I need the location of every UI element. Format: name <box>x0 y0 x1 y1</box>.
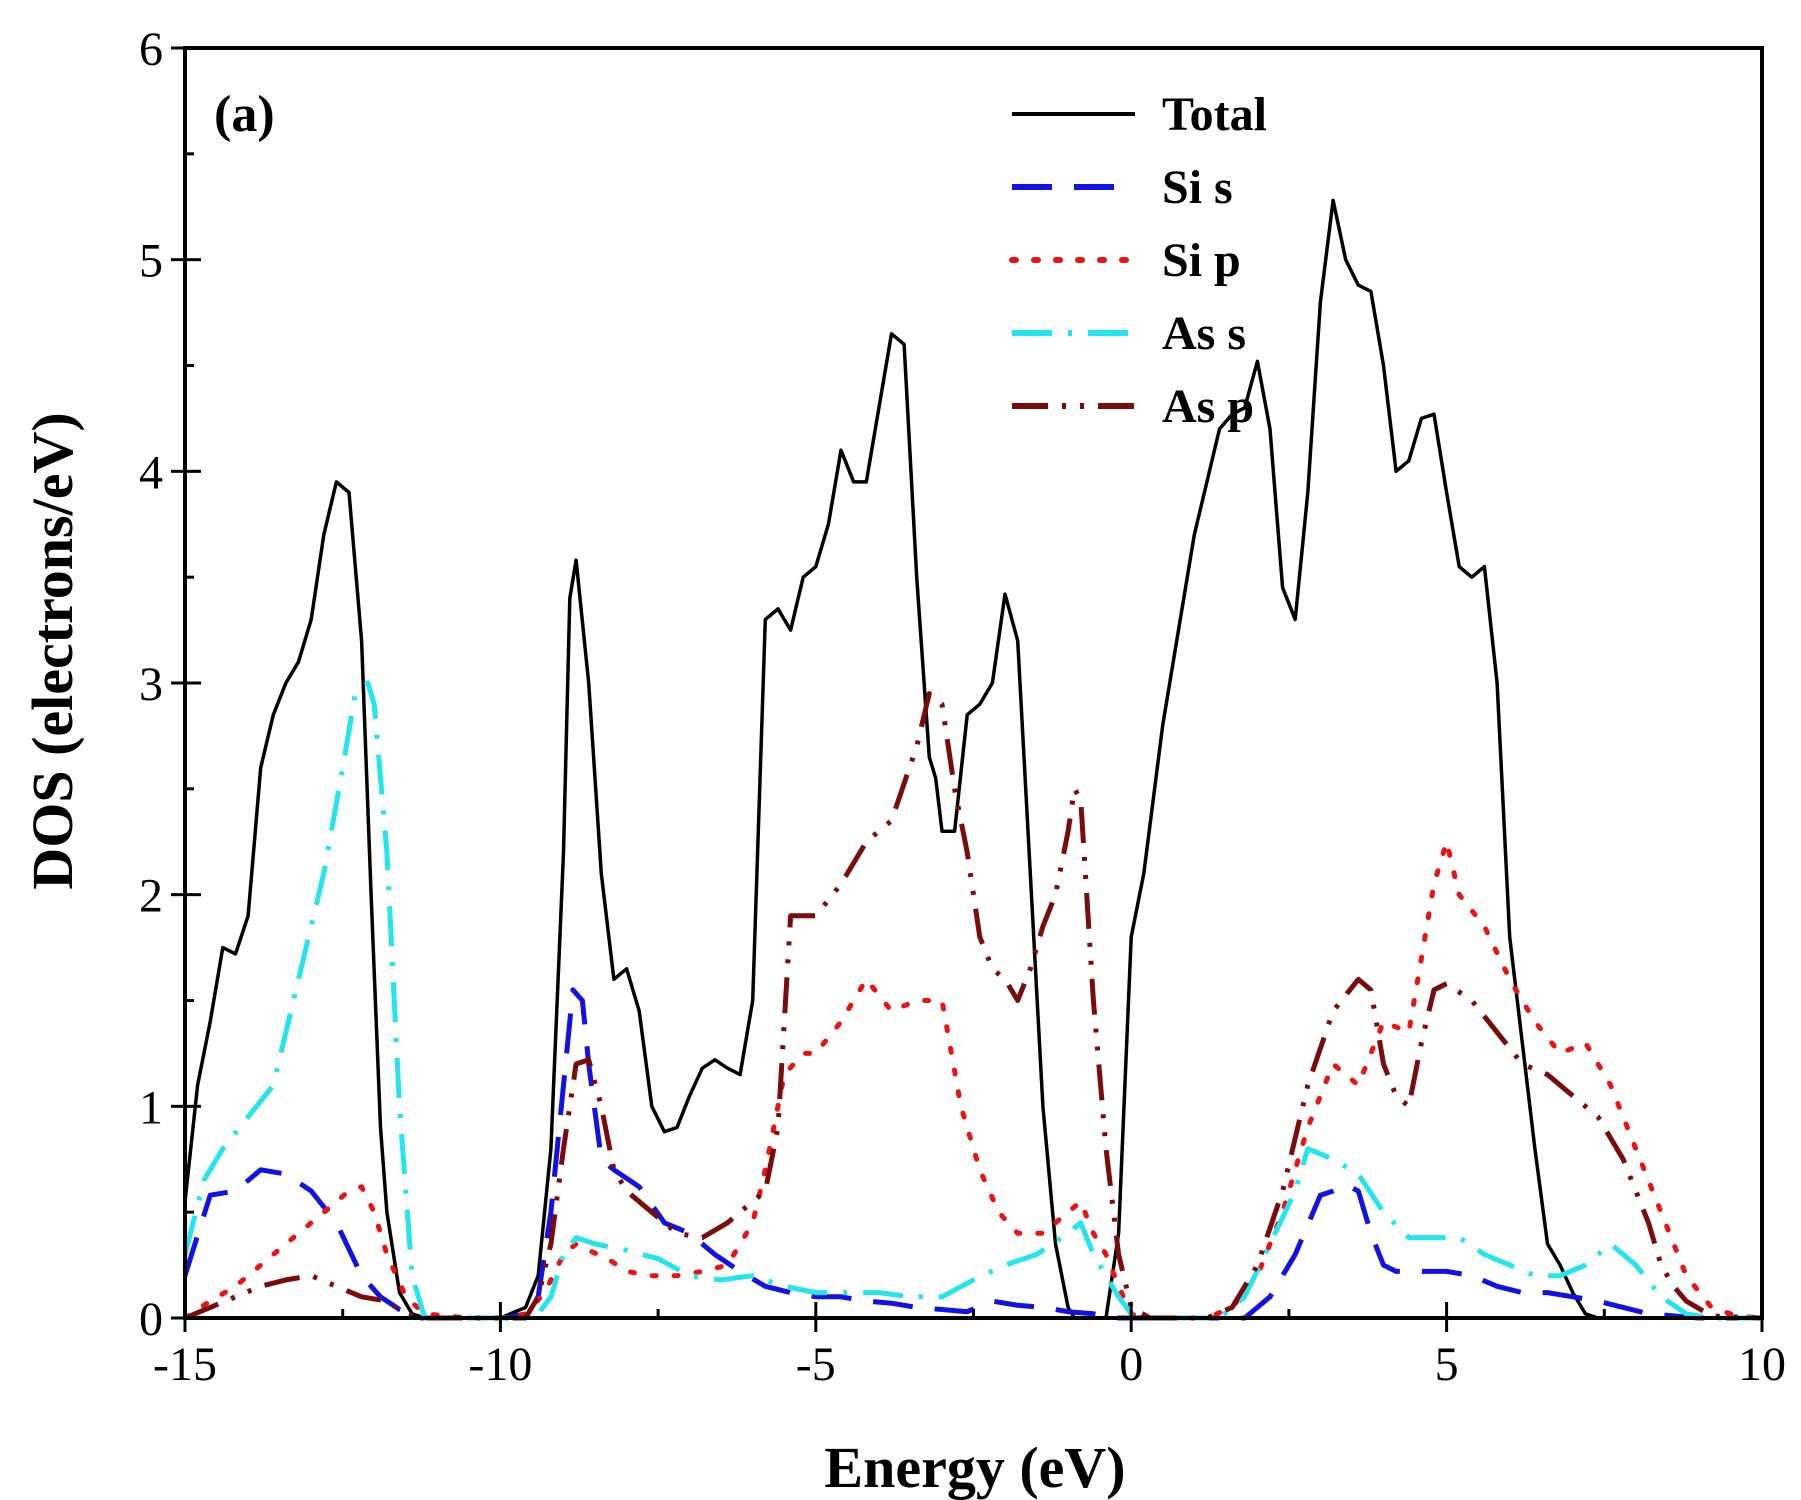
x-tick-label: 0 <box>1119 1338 1143 1391</box>
series-lines <box>182 198 1765 1321</box>
series-line-as-s <box>182 680 1762 1321</box>
legend-label: As s <box>1162 307 1246 360</box>
series-line-total <box>183 198 1762 1320</box>
series-line-as-p <box>184 691 1763 1321</box>
x-tick-label: 10 <box>1738 1338 1786 1391</box>
y-axis-title: DOS (electrons/eV) <box>20 412 85 889</box>
plot-frame <box>183 46 1764 1320</box>
y-tick-label: 3 <box>139 658 163 711</box>
y-tick-label: 0 <box>139 1293 163 1346</box>
legend: Total Si s Si p As s As p <box>1009 88 1267 433</box>
y-tick-label: 6 <box>139 23 163 76</box>
legend-label: Si s <box>1162 161 1233 214</box>
x-axis-title: Energy (eV) <box>824 1435 1125 1500</box>
legend-label: Total <box>1162 88 1267 141</box>
axis-ticks: -15 -10 -5 0 5 10 0 1 2 3 4 5 6 <box>139 23 1786 1391</box>
x-tick-label: -15 <box>153 1338 217 1391</box>
panel-label: (a) <box>214 86 275 143</box>
series-line-si-p <box>182 839 1765 1321</box>
y-tick-label: 2 <box>139 870 163 923</box>
y-tick-label: 1 <box>139 1081 163 1134</box>
x-tick-label: -5 <box>796 1338 836 1391</box>
legend-label: Si p <box>1162 234 1241 287</box>
x-tick-label: -10 <box>468 1338 532 1391</box>
y-tick-label: 4 <box>139 446 163 499</box>
x-tick-label: 5 <box>1435 1338 1459 1391</box>
y-tick-label: 5 <box>139 235 163 288</box>
legend-label: As p <box>1162 380 1254 433</box>
